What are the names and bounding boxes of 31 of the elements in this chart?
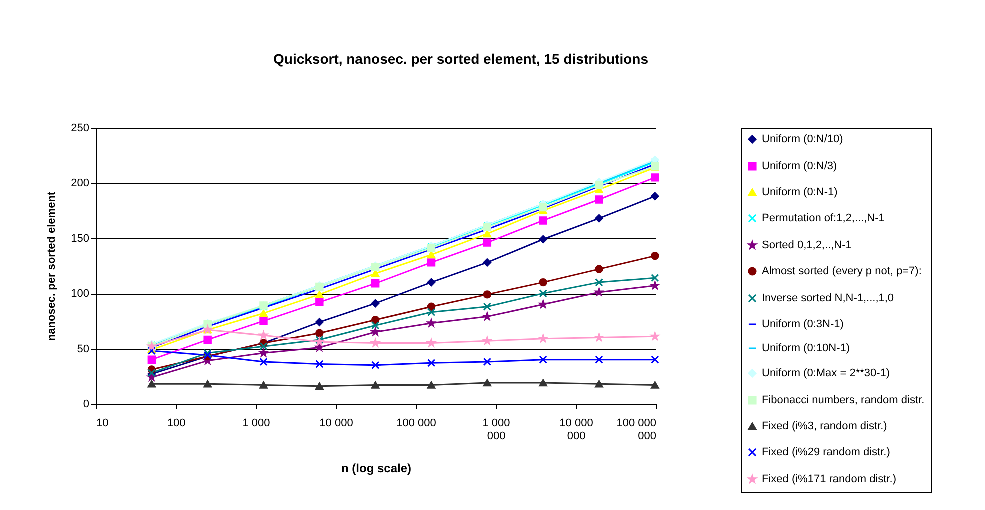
- y-tick-label: 100: [71, 288, 90, 300]
- legend-label: Fibonacci numbers, random distr.: [762, 394, 925, 406]
- y-tick-label: 0: [83, 398, 90, 410]
- x-tick-label: 1 000: [242, 418, 270, 430]
- legend-label: Uniform (0:Max = 2**30-1): [762, 368, 890, 380]
- x-tick-label: 100 000 000: [616, 418, 656, 442]
- x-tick-label: 10 000: [320, 418, 354, 430]
- legend-label: Uniform (0:N/10): [762, 134, 844, 146]
- legend-label: Inverse sorted N,N-1,...,1,0: [762, 292, 894, 304]
- y-tick-label: 200: [71, 178, 90, 190]
- legend-label: Uniform (0:N/3): [762, 160, 838, 172]
- x-tick-label: 100 000: [396, 418, 436, 430]
- y-tick-label: 50: [77, 343, 90, 356]
- y-tick-label: 250: [71, 122, 90, 134]
- x-axis-title: n (log scale): [341, 462, 412, 476]
- legend-label: Uniform (0:N-1): [762, 186, 838, 198]
- legend-label: Permutation of:1,2,...,N-1: [762, 212, 885, 224]
- legend-label: Uniform (0:10N-1): [762, 342, 850, 354]
- legend-label: Fixed (i%3, random distr.): [762, 420, 888, 432]
- x-tick-label: 10: [96, 418, 109, 430]
- legend-label: Fixed (i%29 random distr.): [762, 446, 890, 458]
- legend-label: Fixed (i%171 random distr.): [762, 474, 896, 486]
- chart-title: Quicksort, nanosec. per sorted element, 15 distributions: [274, 51, 649, 67]
- x-tick-label: 10 000 000: [560, 418, 594, 442]
- y-axis-title: nanosec. per sorted element: [46, 192, 58, 342]
- y-tick-label: 150: [71, 232, 90, 245]
- legend-label: Almost sorted (every p not, p=7):: [762, 266, 922, 278]
- x-tick-label: 100: [167, 418, 186, 430]
- legend-label: Sorted 0,1,2,..,N-1: [762, 240, 852, 252]
- x-tick-label: 1 000 000: [482, 418, 510, 442]
- legend-label: Uniform (0:3N-1): [762, 318, 844, 330]
